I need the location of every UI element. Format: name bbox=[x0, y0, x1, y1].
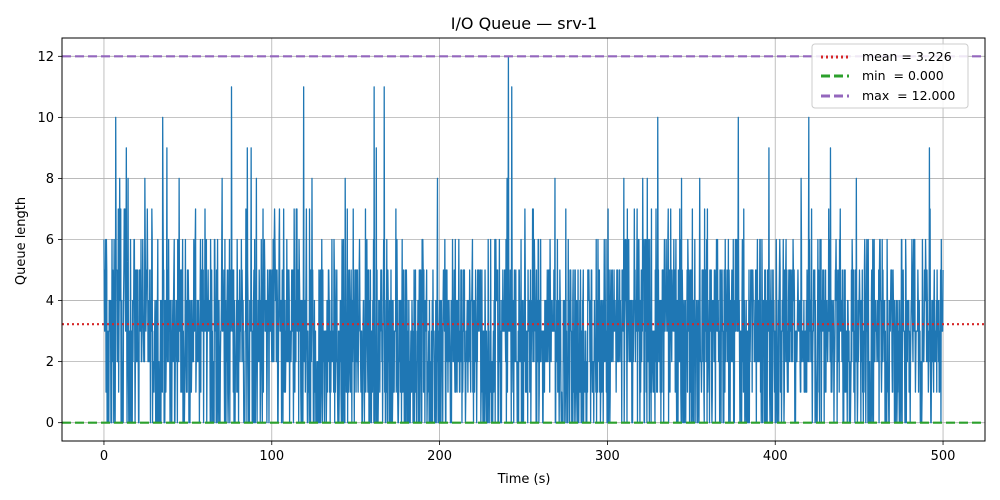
y-tick-label: 10 bbox=[37, 111, 54, 126]
y-tick-label: 8 bbox=[46, 172, 54, 187]
x-tick-label: 300 bbox=[595, 449, 620, 464]
x-tick-label: 400 bbox=[763, 449, 788, 464]
legend-box bbox=[811, 43, 969, 109]
legend: mean = 3.226 min = 0.000 max = 12.000 bbox=[811, 43, 969, 109]
y-axis-label: Queue length bbox=[14, 197, 29, 285]
y-axis-ticks: 0 2 4 6 8 10 12 bbox=[37, 50, 62, 431]
legend-min-label: min = 0.000 bbox=[862, 68, 944, 83]
y-tick-label: 6 bbox=[46, 233, 54, 248]
legend-mean-label: mean = 3.226 bbox=[862, 49, 952, 64]
x-tick-label: 200 bbox=[427, 449, 452, 464]
x-axis-ticks: 0 100 200 300 400 500 bbox=[100, 441, 956, 464]
x-axis-label: Time (s) bbox=[497, 472, 551, 487]
x-tick-label: 500 bbox=[931, 449, 956, 464]
y-tick-label: 12 bbox=[37, 50, 54, 65]
x-tick-label: 0 bbox=[100, 449, 108, 464]
y-tick-label: 4 bbox=[46, 294, 54, 309]
chart-title: I/O Queue — srv-1 bbox=[451, 14, 597, 33]
y-tick-label: 2 bbox=[46, 355, 54, 370]
legend-max-label: max = 12.000 bbox=[862, 88, 955, 103]
x-tick-label: 100 bbox=[259, 449, 284, 464]
y-tick-label: 0 bbox=[46, 416, 54, 431]
